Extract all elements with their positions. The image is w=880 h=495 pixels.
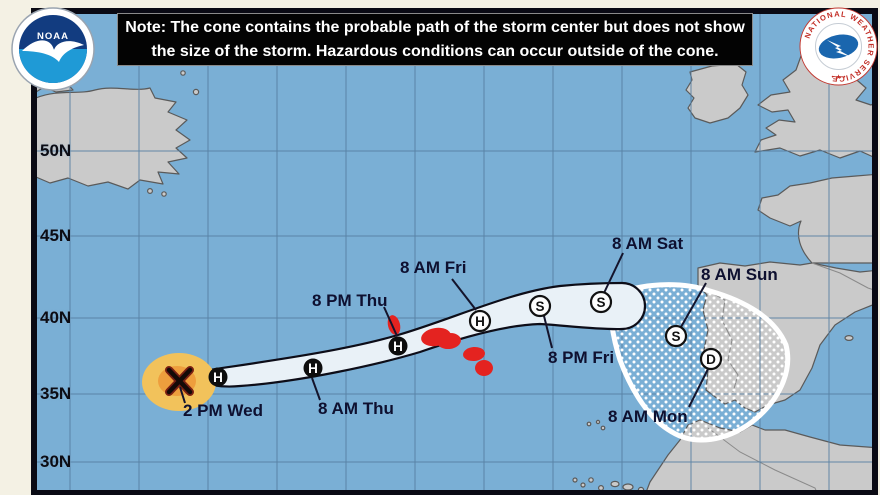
- marker-letter: H: [213, 370, 223, 385]
- land-great-britain: [754, 41, 872, 159]
- noaa-logo-text: NOAA: [37, 31, 69, 42]
- time-label-8pm-thu: 8 PM Thu: [312, 291, 388, 310]
- marker-letter: H: [393, 339, 403, 354]
- marker-letter: S: [535, 299, 544, 314]
- nws-logo: NATIONAL WEATHER SERVICE • ★ •: [799, 7, 878, 86]
- nws-bottom-marks: • ★ •: [832, 73, 847, 81]
- lat-label-40n: 40N: [40, 308, 72, 327]
- marker-letter: S: [596, 295, 605, 310]
- track-marker-24h: H: [303, 358, 323, 378]
- storm-current-position: [142, 353, 216, 411]
- lat-label-50n: 50N: [40, 141, 72, 160]
- land-france: [757, 174, 872, 264]
- marker-letter: H: [308, 361, 318, 376]
- track-marker-12h: H: [208, 367, 228, 387]
- storm-x-marker: [165, 366, 194, 396]
- track-marker-60h: S: [528, 294, 552, 318]
- nws-lightning-icon: [827, 40, 851, 57]
- land-ireland: [685, 63, 749, 124]
- lat-label-45n: 45N: [40, 226, 72, 245]
- lat-label-30n: 30N: [40, 452, 72, 471]
- forecast-cone-day4-5: [608, 282, 791, 443]
- time-label-8am-mon: 8 AM Mon: [608, 407, 688, 426]
- note-banner-line1: Note: The cone contains the probable pat…: [125, 18, 745, 36]
- note-banner: Note: The cone contains the probable pat…: [117, 13, 753, 66]
- lat-label-35n: 35N: [40, 384, 72, 403]
- map-neatline: [31, 8, 878, 495]
- time-label-initial: 2 PM Wed: [183, 401, 263, 420]
- land-newfoundland-main: [36, 87, 191, 190]
- track-marker-96h: S: [664, 324, 688, 348]
- time-label-8am-fri: 8 AM Fri: [400, 258, 467, 277]
- note-banner-line2: the size of the storm. Hazardous conditi…: [151, 42, 719, 60]
- marker-letter: D: [706, 352, 716, 367]
- time-label-8am-sat: 8 AM Sat: [612, 234, 684, 253]
- marker-letter: H: [475, 314, 485, 329]
- time-label-8pm-fri: 8 PM Fri: [548, 348, 615, 367]
- track-marker-120h: D: [699, 347, 723, 371]
- track-marker-72h: S: [589, 290, 613, 314]
- noaa-gull-icon: [22, 40, 84, 62]
- label-leader-lines: [179, 252, 709, 408]
- warning-area-azores: [387, 315, 493, 376]
- track-marker-48h: H: [468, 309, 492, 333]
- track-markers: H H H H S S S: [208, 290, 723, 387]
- time-label-8am-sun: 8 AM Sun: [701, 265, 778, 284]
- track-marker-36h: H: [388, 336, 408, 356]
- time-label-8am-thu: 8 AM Thu: [318, 399, 394, 418]
- landmasses: [36, 41, 872, 491]
- marker-letter: S: [671, 329, 680, 344]
- noaa-logo: NOAA: [11, 7, 95, 91]
